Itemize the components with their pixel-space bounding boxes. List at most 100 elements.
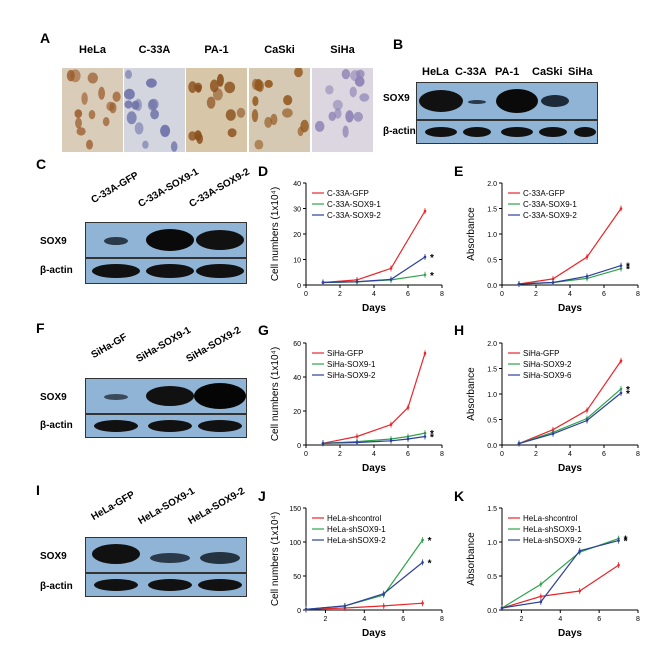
blot-f-row-actin: β-actin — [40, 420, 73, 431]
y-tick-label: 0 — [297, 283, 301, 290]
legend-entry: C-33A-SOX9-2 — [327, 211, 381, 220]
blot-c-sox9 — [85, 222, 247, 258]
y-tick-label: 10 — [293, 258, 301, 265]
blot-b-actin-bands — [425, 127, 596, 137]
micrograph-c33a — [124, 68, 185, 152]
cell-nucleus — [75, 117, 82, 129]
y-tick-label: 60 — [293, 341, 301, 348]
panel-label-j: J — [258, 488, 266, 504]
series-line-HeLa-shSOX9-1 — [305, 539, 424, 610]
y-tick-label: 1.0 — [487, 232, 497, 239]
chart-e: 0.0 0.5 1.0 1.5 2.0 0 2 4 6 8 Days Absorbance C-33A-… — [466, 181, 640, 314]
x-tick-label: 0 — [500, 291, 504, 298]
significance-star: * — [626, 265, 630, 276]
y-tick-label: 0 — [297, 608, 301, 615]
blot-f-lane-2: SiHa-SOX9-1 — [134, 324, 193, 365]
panel-label-e: E — [454, 163, 464, 179]
blot-f-actin — [85, 414, 247, 438]
legend-entry: SiHa-SOX9-2 — [523, 360, 572, 369]
panel-label-i: I — [36, 482, 40, 498]
cell-nucleus — [81, 92, 88, 105]
x-tick-label: 4 — [372, 291, 376, 298]
x-tick-label: 2 — [338, 451, 342, 458]
y-tick-label: 150 — [289, 506, 301, 513]
blot-b-lane-1: HeLa — [422, 66, 449, 78]
micrograph-label-caski: CaSki — [264, 44, 295, 56]
y-tick-label: 0.5 — [487, 574, 497, 581]
data-point — [539, 600, 543, 604]
y-tick-label: 2.0 — [487, 341, 497, 348]
legend-entry: C-33A-SOX9-1 — [327, 200, 381, 209]
x-axis-label: Days — [558, 628, 582, 639]
significance-star: * — [430, 429, 434, 440]
cell-nucleus — [195, 84, 202, 93]
y-axis-label: Cell numbers (1x10⁴) — [270, 347, 281, 441]
y-tick-label: 0.0 — [487, 283, 497, 290]
data-point — [517, 442, 521, 445]
data-point — [585, 255, 589, 259]
x-tick-label: 4 — [558, 616, 562, 623]
chart-d: 0 10 20 30 40 0 2 4 6 8 Days Cell numbers (1x10⁴) C-… — [270, 181, 444, 314]
data-point — [551, 281, 555, 284]
legend-entry: SiHa-SOX9-6 — [523, 371, 572, 380]
panel-label-d: D — [258, 163, 269, 179]
cell-nucleus — [341, 69, 351, 80]
significance-star: * — [624, 537, 628, 548]
blot-c-row-actin: β-actin — [40, 265, 73, 276]
y-tick-label: 0.0 — [487, 608, 497, 615]
cell-nucleus — [345, 110, 354, 123]
x-tick-label: 8 — [636, 616, 640, 623]
blot-f-row-sox9: SOX9 — [40, 392, 67, 403]
x-tick-label: 0 — [304, 291, 308, 298]
significance-star: * — [430, 433, 434, 444]
blot-f-lane-3: SiHa-SOX9-2 — [184, 324, 243, 365]
chart-j: 0 50 100 150 2 4 6 8 Days Cell numbers (1x10⁴) HeL… — [270, 506, 444, 639]
x-tick-label: 6 — [406, 451, 410, 458]
cell-nucleus — [256, 80, 264, 92]
cell-nucleus — [342, 125, 349, 138]
y-tick-label: 2.0 — [487, 181, 497, 188]
cell-nucleus — [252, 96, 259, 107]
blot-f-actin-bands — [94, 420, 242, 432]
cell-nucleus — [236, 107, 246, 118]
micrograph-pa1 — [186, 68, 247, 152]
data-point — [619, 207, 623, 210]
x-tick-label: 0 — [500, 451, 504, 458]
x-tick-label: 6 — [406, 291, 410, 298]
blot-i-actin-bands — [94, 579, 242, 591]
data-point — [423, 209, 427, 213]
x-tick-label: 0 — [304, 451, 308, 458]
cell-nucleus — [170, 141, 178, 152]
x-tick-label: 8 — [440, 451, 444, 458]
y-tick-label: 1.5 — [487, 207, 497, 214]
data-point — [421, 538, 424, 542]
cell-nucleus — [359, 93, 370, 102]
x-tick-label: 8 — [440, 616, 444, 623]
blot-b-row-sox9: SOX9 — [383, 93, 410, 104]
cell-nucleus — [270, 113, 278, 126]
data-point — [585, 419, 589, 422]
x-tick-label: 8 — [440, 291, 444, 298]
y-tick-label: 0 — [297, 443, 301, 450]
blot-b-lane-4: CaSki — [532, 66, 563, 78]
series-line-HeLa-shSOX9-2 — [501, 540, 619, 609]
x-tick-label: 4 — [568, 451, 572, 458]
cell-nucleus — [146, 78, 157, 88]
data-point — [423, 435, 427, 438]
data-point — [389, 267, 393, 270]
cell-nucleus — [332, 99, 343, 111]
cell-nucleus — [196, 133, 203, 145]
legend-entry: HeLa-shcontrol — [523, 514, 577, 523]
cell-nucleus — [216, 73, 224, 87]
x-tick-label: 2 — [323, 616, 327, 623]
legend-entry: HeLa-shSOX9-2 — [523, 536, 582, 545]
micrograph-label-hela: HeLa — [79, 44, 106, 56]
y-tick-label: 40 — [293, 181, 301, 188]
x-tick-label: 6 — [602, 291, 606, 298]
blot-f-sox9 — [85, 378, 247, 414]
micrograph-label-pa1: PA-1 — [204, 44, 229, 56]
significance-star: * — [430, 253, 434, 264]
blot-i-lane-1: HeLa-GFP — [89, 489, 137, 523]
data-point — [389, 278, 393, 281]
data-point — [423, 351, 427, 355]
